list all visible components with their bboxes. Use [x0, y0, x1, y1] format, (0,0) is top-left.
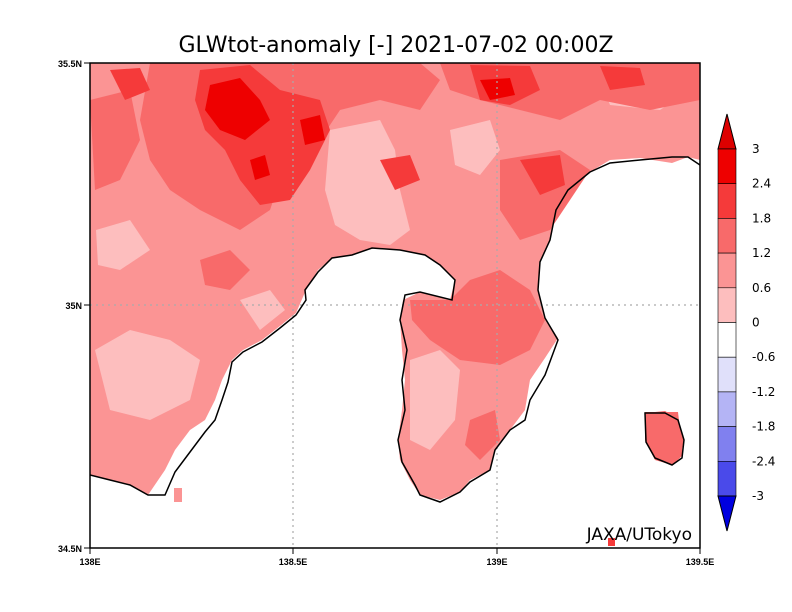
colorbar-label: 0.6: [752, 281, 771, 295]
x-tick-label: 139.5E: [686, 557, 715, 567]
land-peak: [205, 78, 515, 180]
colorbar-label: -0.6: [752, 350, 775, 364]
x-tick-label: 138E: [79, 557, 100, 567]
colorbar-label: 2.4: [752, 177, 771, 191]
colorbar-over-triangle: [717, 113, 737, 150]
colorbar-segment: [717, 218, 737, 254]
map-title: GLWtot-anomaly [-] 2021-07-02 00:00Z: [178, 33, 613, 58]
x-tick-label: 138.5E: [279, 557, 308, 567]
y-tick-label: 34.5N: [58, 544, 82, 554]
colorbar-under-triangle: [717, 495, 737, 532]
stray-pixel: [608, 538, 615, 546]
colorbar-segment: [717, 426, 737, 462]
credit-label: JAXA/UTokyo: [586, 525, 692, 545]
colorbar-label: -3: [752, 489, 764, 503]
colorbar-segment: [717, 148, 737, 185]
colorbar-segment: [717, 183, 737, 219]
colorbar-segment: [717, 391, 737, 427]
colorbar-segment: [717, 356, 737, 393]
y-tick-label: 35N: [65, 301, 82, 311]
colorbar-label: 1.8: [752, 211, 771, 225]
coastline: [90, 156, 700, 503]
colorbar-label: 3: [752, 142, 760, 156]
colorbar-segment: [717, 460, 737, 497]
x-tick-label: 139E: [486, 557, 507, 567]
plot-area: [90, 63, 700, 548]
colorbar-label: -1.2: [752, 385, 775, 399]
colorbar-segment: [717, 287, 737, 323]
colorbar-segment: [717, 322, 737, 358]
colorbar-segment: [717, 252, 737, 289]
axis-ticks: [84, 62, 701, 554]
colorbar-label: 1.2: [752, 246, 771, 260]
colorbar-label: -2.4: [752, 454, 775, 468]
colorbar-label: -1.8: [752, 420, 775, 434]
izu-island-fill: [645, 411, 684, 465]
y-tick-label: 35.5N: [58, 59, 82, 69]
stray-pixel: [174, 488, 182, 502]
colorbar-label: 0: [752, 316, 760, 330]
colorbar: 3 2.4 1.8 1.2 0.6 0 -0.6 -1.2 -1.8 -2.4 -3: [717, 113, 775, 532]
